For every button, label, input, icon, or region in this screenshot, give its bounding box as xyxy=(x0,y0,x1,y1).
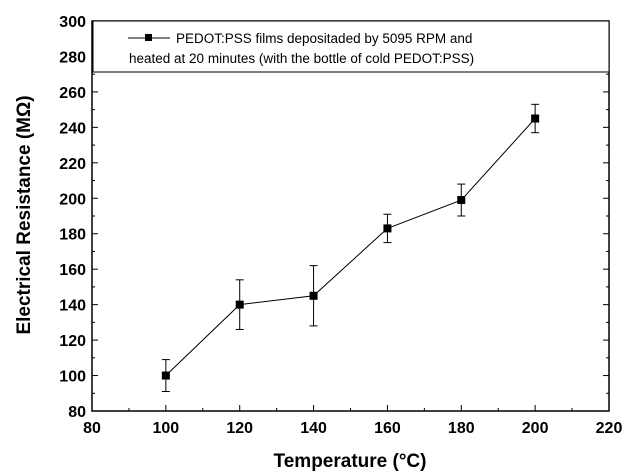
y-tick-label: 180 xyxy=(59,227,86,244)
y-tick-label: 260 xyxy=(59,85,86,102)
data-point-marker xyxy=(309,291,318,300)
x-tick-label: 180 xyxy=(448,420,475,437)
y-tick-label: 220 xyxy=(59,156,86,173)
y-tick-label: 160 xyxy=(59,262,86,279)
data-point-marker xyxy=(161,371,170,380)
data-point-marker xyxy=(383,224,392,233)
y-tick-label: 300 xyxy=(59,14,86,31)
legend-marker-sample xyxy=(145,34,152,41)
y-tick-label: 280 xyxy=(59,49,86,66)
data-point-marker xyxy=(457,196,466,205)
x-tick-label: 140 xyxy=(300,420,327,437)
y-tick-label: 120 xyxy=(59,333,86,350)
y-tick-label: 140 xyxy=(59,298,86,315)
data-point-marker xyxy=(235,300,244,309)
legend: PEDOT:PSS films depositaded by 5095 RPM … xyxy=(92,20,610,73)
plot-frame xyxy=(91,20,610,412)
y-tick-label: 80 xyxy=(68,404,86,421)
legend-label-line2: heated at 20 minutes (with the bottle of… xyxy=(129,51,474,66)
legend-box xyxy=(92,20,610,73)
x-tick-label: 160 xyxy=(374,420,401,437)
y-tick-label: 240 xyxy=(59,120,86,137)
y-axis-title: Electrical Resistance (MΩ) xyxy=(14,95,35,334)
data-point-marker xyxy=(531,114,540,123)
x-tick-label: 220 xyxy=(596,420,623,437)
x-tick-label: 80 xyxy=(83,420,101,437)
series-line xyxy=(165,118,536,376)
x-axis-title: Temperature (°C) xyxy=(274,451,427,472)
x-tick-label: 120 xyxy=(226,420,253,437)
legend-label-line1: PEDOT:PSS films depositaded by 5095 RPM … xyxy=(176,31,472,46)
y-tick-label: 200 xyxy=(59,191,86,208)
y-tick-label: 100 xyxy=(59,369,86,386)
x-tick-label: 100 xyxy=(153,420,180,437)
x-tick-label: 200 xyxy=(522,420,549,437)
